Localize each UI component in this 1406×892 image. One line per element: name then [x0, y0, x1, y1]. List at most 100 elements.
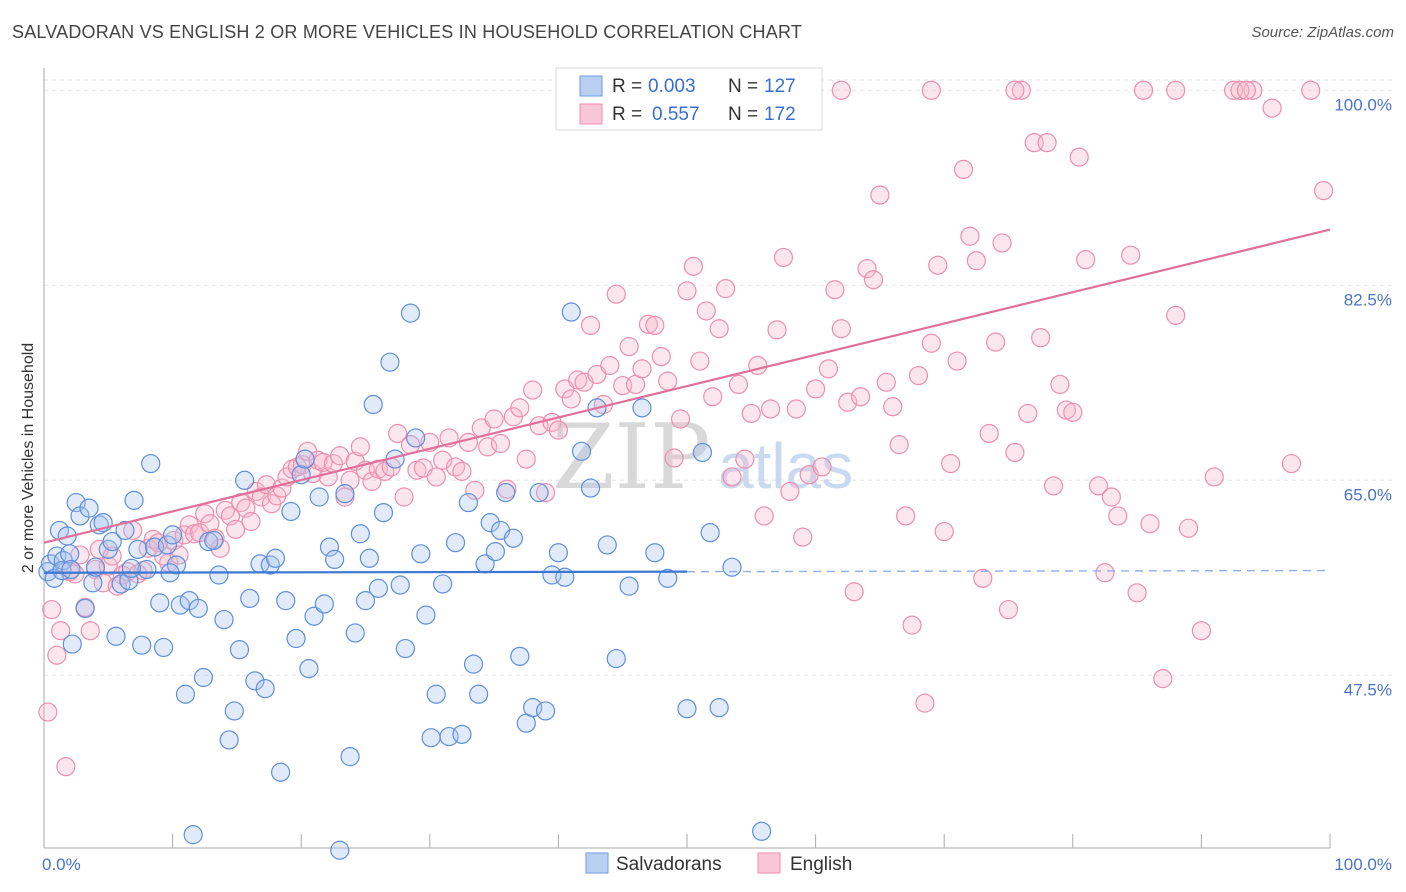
watermark-zip: ZIP	[552, 405, 711, 510]
data-point	[251, 487, 271, 507]
data-point	[406, 428, 426, 448]
data-point	[973, 568, 993, 588]
data-point	[313, 452, 333, 473]
data-point	[786, 399, 806, 419]
data-point	[1095, 563, 1115, 583]
data-point	[692, 442, 713, 463]
data-point	[780, 481, 800, 502]
data-point	[992, 233, 1012, 253]
data-point	[195, 504, 215, 524]
data-point	[121, 558, 142, 578]
data-point	[896, 506, 916, 526]
data-point	[241, 511, 261, 532]
data-point	[490, 433, 511, 454]
data-point	[934, 521, 954, 542]
data-point	[683, 256, 704, 276]
data-point	[137, 559, 157, 580]
data-point	[941, 453, 961, 474]
data-point	[748, 355, 768, 376]
data-point	[947, 351, 967, 371]
data-point	[645, 543, 665, 563]
data-point	[394, 487, 414, 507]
data-point	[309, 487, 329, 507]
data-point	[265, 548, 286, 568]
data-point	[340, 747, 360, 767]
data-point	[928, 255, 948, 275]
data-point	[204, 530, 224, 551]
bottom-legend-salvadorans: Salvadorans	[616, 854, 722, 875]
data-point	[889, 435, 909, 455]
data-point	[286, 628, 306, 649]
data-point	[831, 319, 851, 339]
data-point	[651, 347, 671, 367]
data-point	[915, 693, 935, 713]
data-point	[174, 525, 194, 545]
data-point	[363, 394, 383, 415]
data-point	[1313, 180, 1334, 201]
data-point	[335, 484, 355, 504]
data-point	[677, 699, 697, 719]
data-point	[1166, 80, 1186, 100]
data-point	[138, 538, 158, 558]
bottom-legend-english: English	[790, 854, 852, 875]
data-point	[580, 478, 601, 498]
data-point	[395, 638, 415, 659]
data-point	[561, 302, 581, 322]
data-point	[141, 453, 161, 474]
data-point	[469, 684, 489, 704]
data-point	[658, 371, 678, 391]
data-point	[240, 588, 260, 609]
data-point	[876, 372, 896, 392]
data-point	[42, 599, 62, 620]
trend-lines	[43, 228, 1331, 574]
data-point	[411, 544, 431, 564]
data-point	[83, 573, 103, 593]
data-point	[1153, 669, 1173, 689]
data-point	[677, 281, 697, 301]
data-point	[580, 315, 601, 335]
data-point	[355, 591, 376, 611]
x-tick-label-min: 0.0%	[42, 855, 81, 874]
legend-n-value-2: 172	[764, 104, 796, 125]
y-axis-title: 2 or more Vehicles in Household	[20, 343, 37, 573]
y-tick-label: 65.0%	[1344, 485, 1392, 504]
bottom-legend-swatch-english	[757, 852, 781, 874]
data-point	[548, 543, 569, 563]
data-point	[548, 420, 569, 440]
data-point	[350, 437, 370, 457]
data-point	[433, 574, 453, 594]
data-point	[380, 352, 400, 372]
data-point	[754, 506, 774, 526]
data-point	[458, 492, 478, 513]
y-tick-label: 100.0%	[1334, 95, 1392, 114]
data-point	[1108, 506, 1128, 526]
data-point	[299, 658, 319, 679]
data-point	[503, 528, 523, 548]
data-point	[696, 301, 716, 321]
data-point	[231, 492, 251, 513]
data-point	[1063, 402, 1083, 422]
bottom-legend-swatch-salvadorans	[585, 852, 609, 874]
data-point	[953, 159, 974, 179]
data-point	[921, 80, 941, 100]
data-point	[390, 575, 410, 595]
data-point	[128, 539, 148, 559]
data-point	[751, 821, 772, 841]
data-point	[664, 448, 684, 468]
legend-n-value-1: 127	[764, 76, 796, 97]
legend-n-label-2: N =	[728, 104, 758, 125]
data-point	[163, 525, 183, 545]
data-point	[1018, 403, 1038, 424]
data-point	[345, 623, 365, 643]
data-point	[1043, 476, 1064, 496]
data-point	[350, 524, 370, 544]
legend: R = 0.003 N = 127 R = 0.557 N = 172	[555, 67, 823, 131]
data-point	[106, 626, 126, 646]
data-point	[188, 598, 208, 619]
data-point	[632, 398, 652, 418]
y-tick-label: 82.5%	[1344, 290, 1392, 309]
data-point	[1236, 80, 1257, 100]
y-tick-label: 47.5%	[1344, 680, 1392, 699]
data-point	[998, 599, 1019, 620]
data-point	[79, 498, 99, 518]
